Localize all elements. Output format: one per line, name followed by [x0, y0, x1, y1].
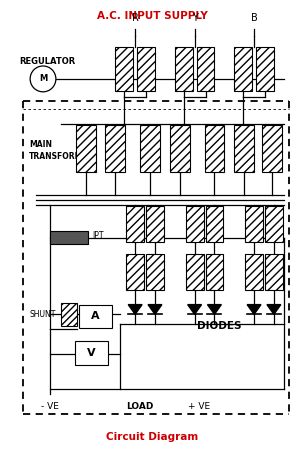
Text: IPT: IPT	[92, 231, 104, 240]
Polygon shape	[188, 304, 202, 314]
Text: A.C. INPUT SUPPLY: A.C. INPUT SUPPLY	[97, 11, 207, 21]
Bar	[175, 47, 193, 91]
Bar	[75, 341, 109, 365]
Bar	[186, 206, 203, 242]
Text: SHUNT: SHUNT	[29, 310, 56, 319]
Bar	[140, 125, 160, 172]
Bar	[265, 254, 283, 290]
Text: MAIN
TRANSFORMER: MAIN TRANSFORMER	[29, 141, 95, 160]
Text: DIODES: DIODES	[197, 321, 242, 331]
Bar	[61, 303, 77, 326]
Text: + VE: + VE	[188, 402, 211, 411]
Polygon shape	[128, 304, 142, 314]
Polygon shape	[247, 304, 261, 314]
Bar	[126, 206, 144, 242]
Bar	[245, 254, 263, 290]
Bar	[76, 125, 95, 172]
Bar	[137, 47, 155, 91]
Bar	[115, 47, 133, 91]
Text: M: M	[39, 75, 47, 84]
Polygon shape	[208, 304, 221, 314]
Bar	[234, 125, 254, 172]
Text: A: A	[91, 312, 100, 321]
Text: B: B	[251, 13, 257, 23]
Bar	[245, 206, 263, 242]
Polygon shape	[148, 304, 162, 314]
Text: Y: Y	[192, 13, 198, 23]
Text: REGULATOR: REGULATOR	[19, 57, 75, 66]
Bar	[265, 206, 283, 242]
Text: Circuit Diagram: Circuit Diagram	[106, 431, 198, 442]
Bar	[105, 125, 125, 172]
Text: LOAD: LOAD	[126, 402, 154, 411]
Polygon shape	[267, 304, 281, 314]
Text: V: V	[87, 348, 96, 358]
Bar	[126, 254, 144, 290]
Text: R: R	[132, 13, 139, 23]
Bar	[146, 206, 164, 242]
Bar	[206, 206, 223, 242]
Bar	[146, 254, 164, 290]
Text: - VE: - VE	[41, 402, 59, 411]
Bar	[205, 125, 224, 172]
Bar	[79, 304, 112, 328]
Bar	[50, 231, 88, 244]
Bar	[206, 254, 223, 290]
Bar	[262, 125, 282, 172]
Bar	[234, 47, 252, 91]
Bar	[186, 254, 203, 290]
Bar	[197, 47, 214, 91]
Bar	[256, 47, 274, 91]
Bar	[170, 125, 190, 172]
